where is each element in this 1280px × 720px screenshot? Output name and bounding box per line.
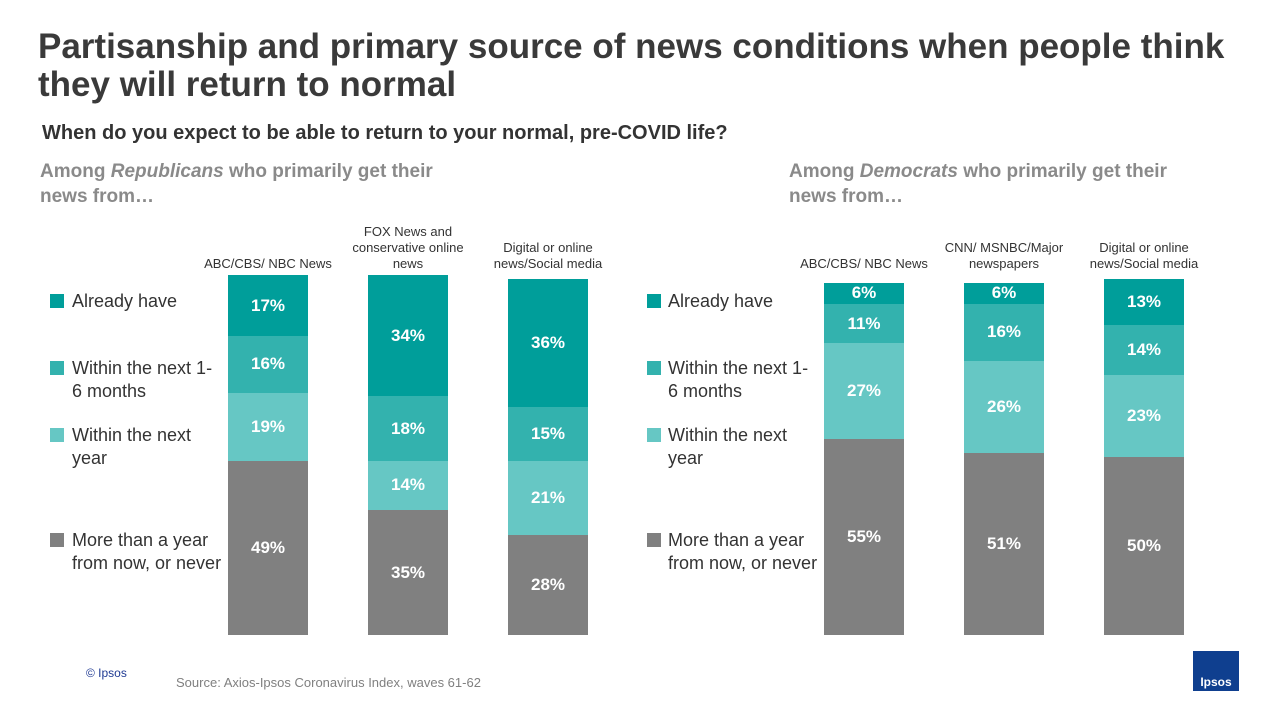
legend-swatch xyxy=(647,361,661,375)
bar-segment xyxy=(508,535,588,635)
bar-segment xyxy=(1104,279,1184,326)
value-label: 13% xyxy=(1126,292,1162,312)
value-label: 11% xyxy=(847,313,881,333)
bar-segment xyxy=(508,279,588,408)
legend-swatch xyxy=(50,533,64,547)
category-label: CNN/ MSNBC/Major newspapers xyxy=(944,240,1064,271)
value-label: 35% xyxy=(390,562,426,582)
bar-segment xyxy=(508,407,588,461)
value-label: 55% xyxy=(846,527,882,547)
legend-label: Within the next year xyxy=(72,425,192,468)
category-label: FOX News and conservative online news xyxy=(352,224,464,271)
value-label: 14% xyxy=(1126,340,1162,360)
subtitle-part: Republicans xyxy=(110,161,224,182)
category-label: ABC/CBS/ NBC News xyxy=(204,256,332,271)
chart-subtitle: Among Republicans who primarily get thei… xyxy=(40,159,450,209)
legend-label: More than a year from now, or never xyxy=(72,530,222,573)
value-label: 51% xyxy=(986,534,1022,554)
value-label: 6% xyxy=(991,283,1017,303)
bar-segment xyxy=(824,303,904,344)
value-label: 26% xyxy=(986,397,1022,417)
category-label: ABC/CBS/ NBC News xyxy=(800,256,928,271)
subtitle-part: who primarily get their news from… xyxy=(40,161,433,207)
value-label: 36% xyxy=(530,333,566,353)
value-label: 49% xyxy=(250,537,286,557)
bar-segment xyxy=(228,275,308,336)
category-label: Digital or online news/Social media xyxy=(1089,240,1199,271)
bar-segment xyxy=(368,460,448,511)
bar-segment xyxy=(964,360,1044,454)
legend-swatch xyxy=(647,294,661,308)
value-label: 6% xyxy=(851,283,877,303)
bar-segment xyxy=(228,392,308,461)
bar-segment xyxy=(228,460,308,635)
value-label: 14% xyxy=(390,475,426,495)
legend-label: More than a year from now, or never xyxy=(668,530,818,573)
legend-swatch xyxy=(50,294,64,308)
value-label: 27% xyxy=(846,381,882,401)
bar-segment xyxy=(1104,325,1184,376)
bar-segment xyxy=(964,282,1044,304)
slide-title: Partisanship and primary source of news … xyxy=(38,27,1225,104)
value-label: 16% xyxy=(986,322,1022,342)
bar-segment xyxy=(368,396,448,461)
bar-segment xyxy=(1104,457,1184,635)
value-label: 16% xyxy=(250,354,286,374)
subtitle-part: Among xyxy=(40,161,111,182)
bar-segment xyxy=(964,453,1044,635)
subtitle-part: Among xyxy=(789,161,860,182)
bar-segment xyxy=(824,439,904,635)
value-label: 34% xyxy=(390,325,426,345)
subtitle-part: Democrats xyxy=(859,161,958,182)
value-label: 28% xyxy=(530,575,566,595)
legend-label: Within the next 1-6 months xyxy=(72,358,213,401)
question: When do you expect to be able to return … xyxy=(42,122,728,144)
bar-segment xyxy=(368,510,448,635)
logo: Ipsos xyxy=(1193,651,1239,691)
bar-segment xyxy=(824,343,904,440)
legend-swatch xyxy=(50,361,64,375)
value-label: 50% xyxy=(1126,536,1162,555)
value-label: 17% xyxy=(250,295,286,315)
bar-segment xyxy=(508,460,588,536)
legend-swatch xyxy=(647,428,661,442)
value-label: 21% xyxy=(530,487,566,507)
copyright: © Ipsos xyxy=(86,666,127,680)
source: Source: Axios-Ipsos Coronavirus Index, w… xyxy=(176,675,481,690)
value-label: 19% xyxy=(250,416,286,436)
bar-segment xyxy=(368,275,448,397)
value-label: 18% xyxy=(390,418,426,438)
bar-segment xyxy=(824,282,904,304)
legend-swatch xyxy=(50,428,64,442)
subtitle-part: who primarily get their news from… xyxy=(789,161,1167,207)
value-label: 15% xyxy=(530,423,566,443)
legend-label: Already have xyxy=(668,291,774,311)
bar-segment xyxy=(228,335,308,393)
category-label: Digital or online news/Social media xyxy=(493,240,603,271)
value-label: 23% xyxy=(1126,406,1162,426)
bar-segment xyxy=(1104,375,1184,457)
legend-label: Within the next 1-6 months xyxy=(668,358,809,401)
legend-label: Already have xyxy=(72,291,178,311)
chart-subtitle: Among Democrats who primarily get their … xyxy=(789,159,1199,209)
bar-segment xyxy=(964,303,1044,361)
legend-label: Within the next year xyxy=(668,425,788,468)
legend-swatch xyxy=(647,533,661,547)
